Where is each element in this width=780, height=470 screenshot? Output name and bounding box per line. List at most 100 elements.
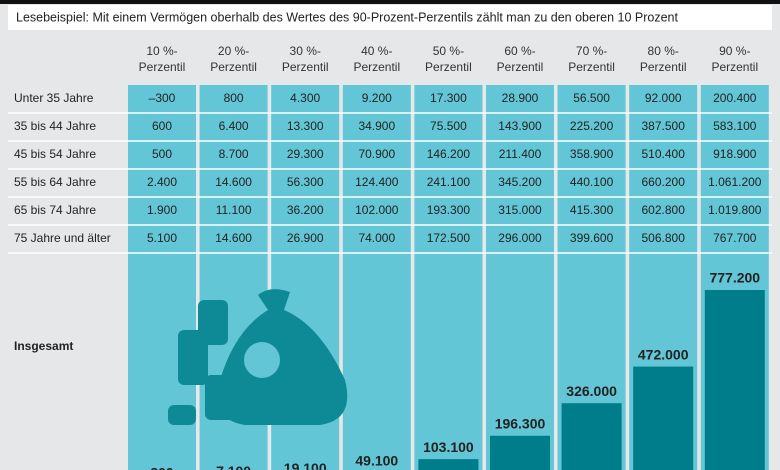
cell: 200.400 bbox=[713, 91, 757, 105]
row-label: Unter 35 Jahre bbox=[14, 91, 94, 105]
column-header: 30 %- bbox=[290, 44, 321, 58]
coin bbox=[168, 405, 196, 425]
cell: 56.500 bbox=[573, 91, 610, 105]
cell: 28.900 bbox=[502, 91, 539, 105]
value-label: 800 bbox=[150, 465, 174, 470]
column-header: Perzentil bbox=[353, 60, 400, 74]
cell: 510.400 bbox=[642, 147, 686, 161]
cell: 70.900 bbox=[358, 147, 395, 161]
cell: 241.100 bbox=[427, 175, 471, 189]
column-header: 10 %- bbox=[146, 44, 177, 58]
cell: 34.900 bbox=[358, 119, 395, 133]
note-box bbox=[8, 5, 772, 30]
column-header: 80 %- bbox=[648, 44, 679, 58]
value-label: 472.000 bbox=[638, 346, 689, 362]
row-label: 35 bis 44 Jahre bbox=[14, 119, 96, 133]
cell: 75.500 bbox=[430, 119, 467, 133]
top-strip bbox=[0, 0, 780, 4]
cell: 6.400 bbox=[219, 119, 249, 133]
row-label: 55 bis 64 Jahre bbox=[14, 175, 96, 189]
cell: 17.300 bbox=[430, 91, 467, 105]
column-header: 60 %- bbox=[504, 44, 535, 58]
column-header: 90 %- bbox=[719, 44, 750, 58]
cell: 767.700 bbox=[713, 231, 757, 245]
cell: 500 bbox=[152, 147, 172, 161]
column-header: Perzentil bbox=[282, 60, 329, 74]
row-label: 75 Jahre und älter bbox=[14, 231, 111, 245]
money-icon bbox=[168, 289, 348, 425]
cell: 440.100 bbox=[570, 175, 614, 189]
cell: 600 bbox=[152, 119, 172, 133]
bar bbox=[490, 435, 550, 470]
cell: 14.600 bbox=[215, 175, 252, 189]
column-header: Perzentil bbox=[711, 60, 758, 74]
cell: 225.200 bbox=[570, 119, 614, 133]
cell: 74.000 bbox=[358, 231, 395, 245]
value-label: 49.100 bbox=[355, 452, 398, 468]
cell: 800 bbox=[224, 91, 244, 105]
cell: 415.300 bbox=[570, 203, 614, 217]
cell: 506.800 bbox=[642, 231, 686, 245]
value-label: 7.100 bbox=[216, 463, 251, 470]
coin-stack bbox=[178, 330, 208, 385]
cell: 358.900 bbox=[570, 147, 614, 161]
column-header: Perzentil bbox=[497, 60, 544, 74]
column bbox=[414, 85, 483, 470]
cell: 602.800 bbox=[642, 203, 686, 217]
column-header: Perzentil bbox=[139, 60, 186, 74]
cell: 102.000 bbox=[355, 203, 399, 217]
cell: 918.900 bbox=[713, 147, 757, 161]
cell: 193.300 bbox=[427, 203, 471, 217]
cell: 315.000 bbox=[498, 203, 542, 217]
cell: 146.200 bbox=[427, 147, 471, 161]
column-header: Perzentil bbox=[640, 60, 687, 74]
cell: 345.200 bbox=[498, 175, 542, 189]
value-label: 326.000 bbox=[566, 383, 617, 399]
value-label: 19.100 bbox=[284, 460, 327, 470]
cell: 29.300 bbox=[287, 147, 324, 161]
cell: 56.300 bbox=[287, 175, 324, 189]
column bbox=[342, 85, 411, 470]
cell: 583.100 bbox=[713, 119, 757, 133]
column-header: Perzentil bbox=[210, 60, 257, 74]
cell: 1.019.800 bbox=[708, 203, 762, 217]
row-label: 65 bis 74 Jahre bbox=[14, 203, 96, 217]
cell: 1.061.200 bbox=[708, 175, 762, 189]
coin-stack bbox=[205, 375, 239, 420]
cell: –300 bbox=[149, 91, 176, 105]
bar bbox=[704, 290, 765, 470]
cell: 9.200 bbox=[362, 91, 392, 105]
cell: 124.400 bbox=[355, 175, 399, 189]
column-header: Perzentil bbox=[425, 60, 472, 74]
cell: 14.600 bbox=[215, 231, 252, 245]
cell: 5.100 bbox=[147, 231, 177, 245]
column bbox=[486, 85, 554, 470]
cell: 13.300 bbox=[287, 119, 324, 133]
column-header: 20 %- bbox=[218, 44, 249, 58]
cell: 1.900 bbox=[147, 203, 177, 217]
note-text: Lesebeispiel: Mit einem Vermögen oberhal… bbox=[16, 10, 678, 24]
column-header: Perzentil bbox=[568, 60, 615, 74]
value-label: 103.100 bbox=[423, 439, 474, 455]
cell: 387.500 bbox=[642, 119, 686, 133]
cell: 8.700 bbox=[219, 147, 249, 161]
column-header: 40 %- bbox=[361, 44, 392, 58]
row-label: 45 bis 54 Jahre bbox=[14, 147, 96, 161]
column-header: 50 %- bbox=[433, 44, 464, 58]
cell: 36.200 bbox=[287, 203, 324, 217]
cell: 11.100 bbox=[216, 203, 252, 217]
bar bbox=[561, 403, 622, 470]
cell: 92.000 bbox=[645, 91, 682, 105]
cell: 660.200 bbox=[642, 175, 686, 189]
column-header: 70 %- bbox=[576, 44, 607, 58]
bar bbox=[633, 366, 694, 470]
cell: 399.600 bbox=[570, 231, 614, 245]
cell: 211.400 bbox=[499, 147, 542, 161]
cell: 172.500 bbox=[427, 231, 471, 245]
cell: 26.900 bbox=[287, 231, 324, 245]
bar bbox=[418, 459, 479, 470]
total-label: Insgesamt bbox=[14, 339, 73, 353]
cell: 296.000 bbox=[498, 231, 542, 245]
cell: 4.300 bbox=[290, 91, 320, 105]
